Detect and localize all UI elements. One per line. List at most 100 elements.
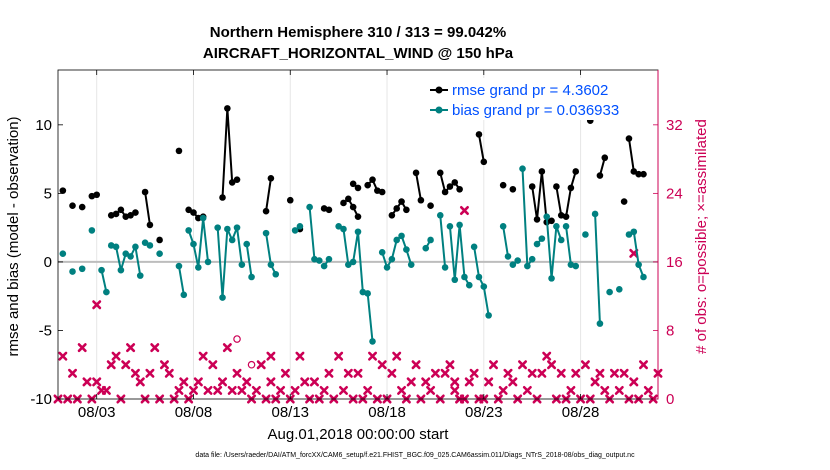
obs-assimilated-cross <box>595 368 605 378</box>
obs-assimilated-marker <box>101 385 111 395</box>
bias-point <box>127 253 134 260</box>
obs-assimilated-marker <box>440 368 450 378</box>
obs-assimilated-cross <box>600 385 610 395</box>
obs-assimilated-cross <box>92 377 102 387</box>
obs-assimilated-marker <box>638 360 648 370</box>
rmse-point <box>427 202 434 210</box>
bias-point <box>378 249 386 256</box>
rmse-point <box>398 198 405 205</box>
bias-point <box>180 291 188 299</box>
rmse-point <box>175 147 183 155</box>
legend-rmse-marker <box>435 86 443 94</box>
obs-assimilated-marker <box>421 377 431 387</box>
bias-point <box>69 268 76 275</box>
obs-assimilated-cross <box>503 368 513 378</box>
obs-assimilated-cross <box>309 377 319 387</box>
obs-assimilated-cross <box>406 377 416 387</box>
obs-assimilated-marker <box>338 385 348 395</box>
bias-point <box>267 261 275 268</box>
obs-assimilated-marker <box>256 360 266 370</box>
obs-assimilated-cross <box>145 368 155 378</box>
obs-assimilated-marker <box>619 368 629 378</box>
bias-point <box>596 320 604 327</box>
bias-point <box>562 222 570 230</box>
rmse-point <box>69 202 76 210</box>
bias-line-segment <box>502 226 509 257</box>
bias-point <box>485 312 492 319</box>
obs-assimilated-marker <box>469 368 479 378</box>
obs-assimilated-cross <box>251 385 261 395</box>
obs-assimilated-cross <box>459 206 469 216</box>
obs-assimilated-marker <box>411 360 421 370</box>
rmse-point <box>509 185 517 193</box>
bias-point <box>156 250 163 257</box>
bias-point <box>504 253 512 260</box>
rmse-point <box>456 185 463 193</box>
obs-assimilated-cross <box>440 368 450 378</box>
rmse-line-segment <box>391 199 408 216</box>
obs-assimilated-marker <box>324 368 334 378</box>
bias-point <box>219 294 226 301</box>
bias-point <box>640 273 647 281</box>
rmse-point <box>156 236 163 244</box>
chart-title-line1: Northern Hemisphere 310 / 313 = 99.042% <box>209 24 507 41</box>
obs-assimilated-cross <box>82 377 92 387</box>
obs-assimilated-cross <box>445 360 455 370</box>
obs-assimilated-marker <box>537 368 547 378</box>
bias-point <box>214 224 221 231</box>
obs-assimilated-marker <box>600 385 610 395</box>
bias-point <box>465 281 473 289</box>
chart-title-line2: AIRCRAFT_HORIZONTAL_WIND @ 150 hPa <box>202 45 514 62</box>
obs-assimilated-cross <box>450 377 460 387</box>
obs-assimilated-marker <box>179 377 189 387</box>
obs-assimilated-cross <box>92 300 102 310</box>
obs-assimilated-cross <box>203 385 213 395</box>
bias-line-segment <box>338 225 374 342</box>
obs-assimilated-marker <box>334 351 344 361</box>
obs-assimilated-marker <box>232 368 242 378</box>
obs-assimilated-cross <box>397 385 407 395</box>
rmse-point <box>451 179 459 186</box>
rmse-point <box>262 207 270 215</box>
rmse-point <box>562 213 570 220</box>
rmse-point <box>446 183 454 190</box>
obs-assimilated-cross <box>159 360 169 370</box>
obs-assimilated-marker <box>280 368 290 378</box>
bias-point <box>117 266 125 274</box>
obs-assimilated-marker <box>309 377 319 387</box>
rmse-point <box>412 169 420 177</box>
obs-assimilated-cross <box>334 351 344 361</box>
obs-assimilated-marker <box>595 368 605 378</box>
obs-assimilated-marker <box>450 377 460 387</box>
bias-point <box>519 165 526 172</box>
bias-point <box>248 273 255 281</box>
bias-point <box>122 250 130 257</box>
obs-possible-marker <box>233 335 241 343</box>
obs-assimilated-cross <box>387 368 397 378</box>
obs-assimilated-marker <box>522 385 532 395</box>
obs-assimilated-cross <box>353 368 363 378</box>
rmse-point <box>228 179 236 186</box>
obs-assimilated-marker <box>174 385 184 395</box>
bias-point <box>224 225 231 233</box>
bias-point <box>625 231 633 238</box>
bias-point <box>383 264 391 271</box>
rmse-point <box>340 199 347 207</box>
obs-assimilated-cross <box>629 377 639 387</box>
obs-assimilated-marker <box>459 206 469 216</box>
y-tick-label-left: -5 <box>39 322 52 339</box>
rmse-point <box>345 195 352 203</box>
rmse-point <box>146 221 154 229</box>
rmse-point <box>436 169 444 177</box>
obs-assimilated-cross <box>266 351 276 361</box>
bias-point <box>306 203 313 211</box>
rmse-point <box>349 180 357 188</box>
obs-assimilated-cross <box>464 377 474 387</box>
rmse-point <box>349 203 357 211</box>
obs-assimilated-cross <box>643 385 653 395</box>
bias-point <box>548 275 555 282</box>
rmse-point <box>630 168 638 175</box>
y-axis-label-left: rmse and bias (model - observation) <box>5 116 22 356</box>
rmse-point <box>553 183 560 190</box>
rmse-point <box>417 196 425 204</box>
